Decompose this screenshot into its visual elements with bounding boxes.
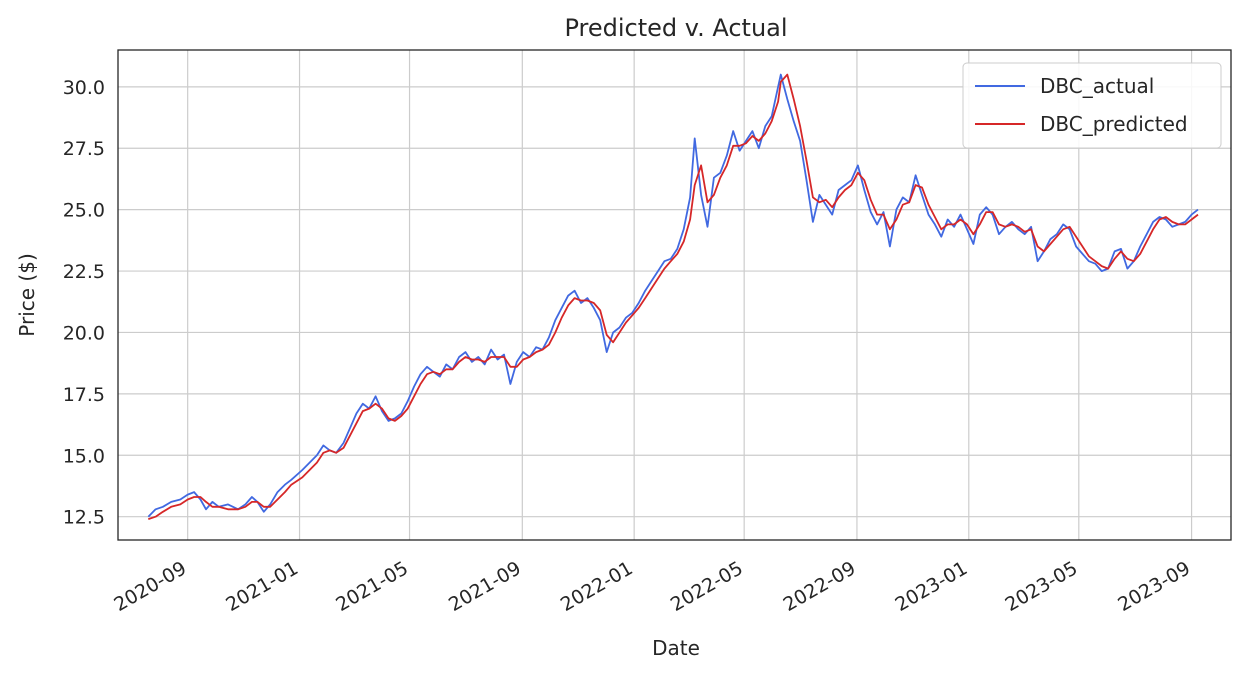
y-tick-label: 27.5 [63, 138, 105, 160]
series-lines [147, 73, 1199, 520]
chart-title: Predicted v. Actual [564, 14, 787, 42]
x-axis-ticks: 2020-09 2021-01 2021-05 2021-09 2022-01 2022-… [110, 557, 1194, 616]
series-line-dbc-predicted [148, 73, 1199, 520]
y-tick-label: 25.0 [63, 200, 105, 222]
y-axis-label: Price ($) [15, 253, 39, 336]
y-tick-label: 12.5 [63, 507, 105, 529]
y-tick-label: 15.0 [63, 445, 105, 467]
x-tick-label: 2023-09 [1114, 557, 1194, 616]
y-tick-label: 20.0 [63, 322, 105, 344]
x-tick-label: 2022-05 [667, 557, 747, 616]
x-tick-label: 2021-05 [332, 557, 412, 616]
x-tick-label: 2021-09 [445, 557, 525, 616]
x-tick-label: 2020-09 [110, 557, 190, 616]
x-axis-label: Date [652, 636, 700, 660]
series-line-dbc-actual [147, 73, 1199, 518]
x-tick-label: 2022-09 [780, 557, 860, 616]
y-axis-ticks: 12.5 15.0 17.5 20.0 22.5 25.0 27.5 30.0 [63, 77, 105, 529]
x-tick-label: 2021-01 [222, 557, 302, 616]
legend-label-predicted: DBC_predicted [1040, 112, 1188, 136]
legend-label-actual: DBC_actual [1040, 74, 1154, 98]
y-tick-label: 30.0 [63, 77, 105, 99]
grid-lines [118, 50, 1231, 540]
y-tick-label: 17.5 [63, 384, 105, 406]
legend: DBC_actual DBC_predicted [962, 62, 1222, 149]
legend-box [962, 62, 1222, 149]
y-tick-label: 22.5 [63, 261, 105, 283]
plot-frame [117, 49, 1232, 541]
x-tick-label: 2022-01 [557, 557, 637, 616]
x-tick-label: 2023-01 [892, 557, 972, 616]
x-tick-label: 2023-05 [1002, 557, 1082, 616]
